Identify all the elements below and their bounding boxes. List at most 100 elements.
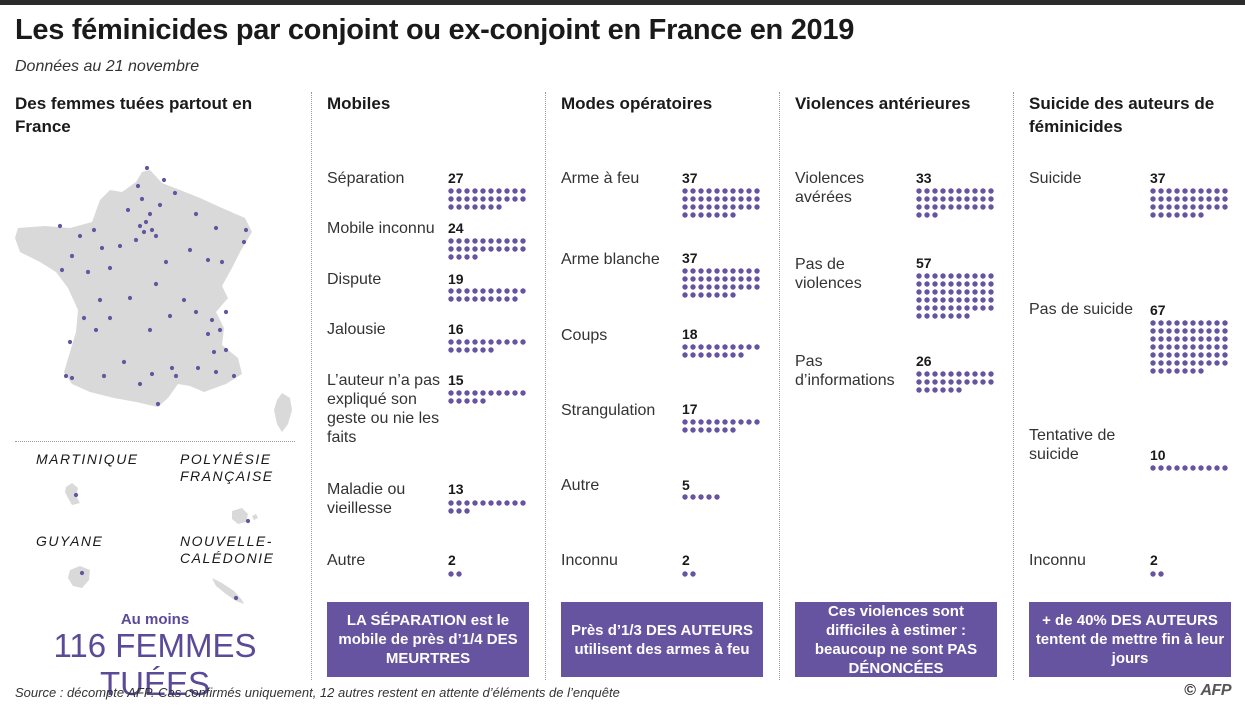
value-label: 2	[1150, 552, 1158, 568]
value-dot	[1150, 196, 1156, 202]
category-label: Violences avérées	[795, 170, 865, 206]
victim-location-dot	[139, 196, 145, 202]
victim-location-dot	[241, 239, 247, 245]
value-dot	[706, 212, 712, 218]
value-dot	[948, 387, 954, 393]
value-dot	[682, 276, 688, 282]
value-dot	[456, 246, 462, 252]
value-dot	[754, 276, 760, 282]
category-label: Autre	[561, 477, 600, 494]
value-dot	[1198, 196, 1204, 202]
value-dot	[480, 398, 486, 404]
value-dot	[698, 344, 704, 350]
value-dot	[706, 494, 712, 500]
value-dot	[754, 344, 760, 350]
value-dot	[730, 212, 736, 218]
value-dot	[698, 196, 704, 202]
value-dot	[496, 188, 502, 194]
value-dot	[730, 188, 736, 194]
value-dot	[940, 297, 946, 303]
victim-location-dot	[149, 227, 155, 233]
value-dot	[1206, 336, 1212, 342]
value-dot	[496, 238, 502, 244]
victim-location-dot	[63, 373, 69, 379]
value-dot	[496, 288, 502, 294]
guyane-shape	[68, 566, 90, 588]
value-dot	[682, 204, 688, 210]
value-dot	[464, 188, 470, 194]
at-least-label: Au moins	[120, 611, 190, 628]
value-dot	[520, 246, 526, 252]
value-label: 18	[682, 326, 698, 342]
value-dot	[1158, 204, 1164, 210]
value-label: 37	[682, 170, 698, 186]
value-dot	[746, 284, 752, 290]
value-dot	[456, 390, 462, 396]
value-dot	[488, 339, 494, 345]
category-label: Arme blanche	[561, 251, 660, 268]
value-dot	[1158, 465, 1164, 471]
victim-location-dot	[173, 373, 179, 379]
victim-location-dot	[79, 570, 85, 576]
value-dot	[706, 268, 712, 274]
top-rule	[0, 0, 1245, 5]
value-dot	[956, 371, 962, 377]
value-dot	[924, 281, 930, 287]
value-label: 10	[1150, 447, 1166, 463]
value-dot	[746, 268, 752, 274]
mobiles-heading: Mobiles	[327, 94, 391, 113]
value-dot	[972, 305, 978, 311]
value-dot	[1182, 344, 1188, 350]
value-dot	[690, 352, 696, 358]
value-dot	[714, 276, 720, 282]
value-dot	[496, 196, 502, 202]
callout-violences: Ces violences sont difficiles à estimer …	[795, 602, 997, 677]
value-dot	[714, 352, 720, 358]
value-dot	[1206, 465, 1212, 471]
value-dot	[714, 204, 720, 210]
value-dot	[754, 196, 760, 202]
value-dot	[1158, 188, 1164, 194]
territory-polynesie: POLYNÉSIE FRANÇAISE	[180, 451, 274, 484]
value-dot	[988, 297, 994, 303]
value-dot	[722, 276, 728, 282]
value-dot	[940, 273, 946, 279]
value-dot	[698, 268, 704, 274]
value-dot	[1150, 571, 1156, 577]
value-dot	[1174, 336, 1180, 342]
map-divider	[15, 441, 295, 442]
value-dot	[916, 371, 922, 377]
victim-location-dot	[135, 183, 141, 189]
value-dot	[690, 419, 696, 425]
value-dot	[520, 500, 526, 506]
value-dot	[738, 284, 744, 290]
value-dot	[1158, 196, 1164, 202]
value-dot	[706, 284, 712, 290]
victim-location-dot	[59, 267, 65, 273]
category-label: Dispute	[327, 271, 382, 288]
value-dot	[682, 419, 688, 425]
value-dot	[1198, 368, 1204, 374]
value-dot	[698, 292, 704, 298]
value-dot	[964, 196, 970, 202]
value-dot	[980, 297, 986, 303]
category-label: Jalousie	[327, 321, 386, 338]
value-dot	[472, 390, 478, 396]
category-label: Tentative de suicide	[1029, 427, 1116, 463]
value-dot	[456, 288, 462, 294]
value-label: 2	[448, 552, 456, 568]
value-dot	[706, 196, 712, 202]
value-dot	[932, 387, 938, 393]
victim-location-dot	[193, 211, 199, 217]
value-dot	[714, 419, 720, 425]
value-dot	[480, 238, 486, 244]
value-dot	[512, 196, 518, 202]
value-dot	[940, 305, 946, 311]
value-dot	[690, 196, 696, 202]
value-dot	[956, 204, 962, 210]
value-dot	[1214, 465, 1220, 471]
victim-location-dot	[169, 365, 175, 371]
value-dot	[722, 268, 728, 274]
value-dot	[988, 305, 994, 311]
victim-location-dot	[195, 365, 201, 371]
